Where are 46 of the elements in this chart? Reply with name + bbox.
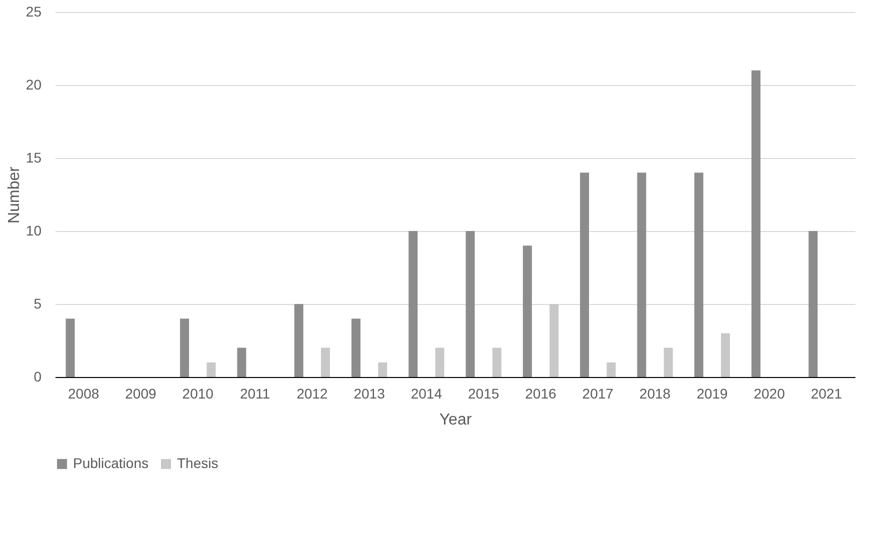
bar	[580, 172, 590, 377]
y-tick-label: 15	[26, 150, 42, 166]
x-tick-label: 2010	[182, 386, 214, 402]
x-tick-label: 2019	[696, 386, 728, 402]
bar	[206, 362, 216, 377]
x-tick-label: 2016	[525, 386, 556, 402]
x-tick-label: 2008	[68, 386, 100, 402]
bar	[637, 172, 646, 377]
x-tick-label: 2018	[639, 386, 671, 402]
y-tick-label: 10	[26, 222, 42, 238]
bar	[320, 348, 330, 377]
bar	[435, 348, 444, 377]
x-tick-label: 2021	[810, 386, 842, 402]
bar	[664, 348, 673, 377]
bar	[237, 348, 246, 377]
x-tick-label: 2012	[296, 386, 328, 402]
x-tick-label: 2017	[582, 386, 614, 402]
bar	[294, 304, 304, 377]
bar	[408, 231, 418, 377]
y-axis-title: Number	[6, 166, 23, 224]
x-tick-label: 2009	[125, 386, 156, 402]
bar	[466, 231, 475, 377]
x-tick-label: 2015	[468, 386, 500, 402]
bar	[550, 304, 559, 377]
bar	[180, 318, 190, 377]
y-tick-label: 0	[34, 368, 42, 384]
x-axis-title: Year	[439, 412, 472, 428]
legend-label: Publications	[73, 455, 148, 471]
bar	[522, 246, 532, 377]
bar	[378, 362, 388, 377]
y-tick-label: 20	[26, 76, 42, 92]
y-tick-label: 25	[26, 4, 42, 20]
x-tick-label: 2013	[354, 386, 386, 402]
x-tick-label: 2014	[410, 386, 442, 402]
bar	[751, 70, 760, 377]
x-tick-label: 2011	[240, 386, 270, 402]
bar	[66, 318, 75, 377]
bar	[351, 318, 360, 377]
bar	[694, 172, 704, 377]
legend-label: Thesis	[177, 455, 218, 471]
bar	[720, 333, 730, 377]
bar	[492, 348, 502, 377]
y-tick-label: 5	[34, 296, 42, 312]
x-tick-label: 2020	[754, 386, 786, 402]
bar	[606, 362, 616, 377]
bar	[808, 231, 818, 377]
